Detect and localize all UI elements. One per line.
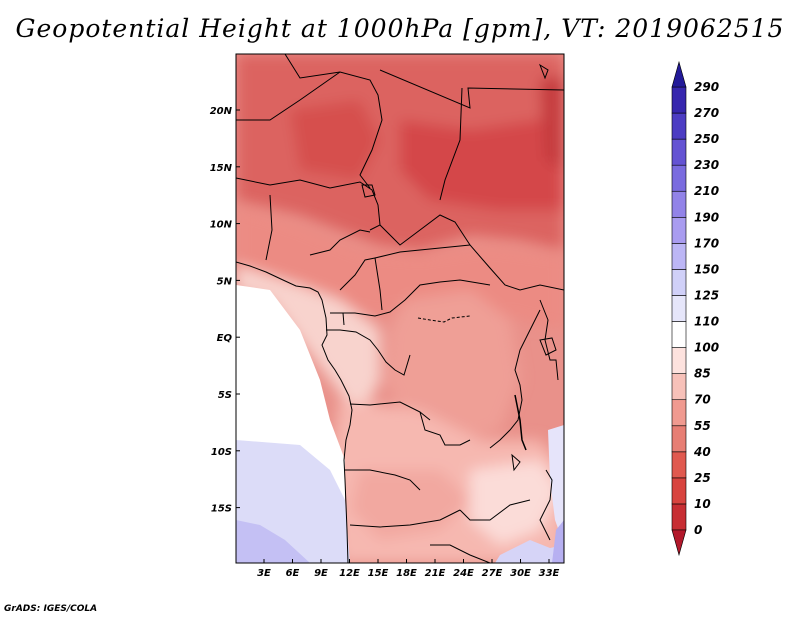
colorbar-band: [671, 295, 687, 322]
lat-tick-label: 5S: [218, 390, 232, 401]
colorbar-level-label: 85: [694, 367, 711, 381]
colorbar: 0 10 25 40 55 70 85 100 110 125 150 170 190 210 230 250…: [671, 60, 719, 557]
colorbar-level-label: 270: [694, 106, 719, 120]
colorbar-band: [671, 243, 687, 270]
colorbar-band: [671, 112, 687, 140]
geopotential-field: [236, 54, 564, 563]
lat-tick-label: 5N: [217, 276, 233, 287]
colorbar-level-label: 0: [694, 523, 702, 537]
lat-tick-label: 20N: [210, 106, 233, 117]
lon-tick-label: 12E: [339, 568, 360, 579]
colorbar-level-label: 250: [694, 132, 719, 146]
colorbar-level-label: 290: [694, 80, 719, 94]
colorbar-band: [671, 86, 687, 114]
colorbar-level-label: 70: [694, 393, 711, 407]
colorbar-band: [671, 321, 687, 348]
lon-tick-label: 30E: [510, 568, 531, 579]
colorbar-band: [671, 373, 687, 401]
map-frame: [235, 53, 565, 564]
colorbar-level-label: 25: [694, 471, 711, 485]
colorbar-band: [671, 164, 687, 192]
lon-tick-label: 6E: [286, 568, 300, 579]
credit-label: GrADS: IGES/COLA: [4, 604, 98, 614]
longitude-axis: 3E 6E 9E 12E 15E 18E 21E 24E 27E 30E 33E: [257, 559, 560, 579]
colorbar-band: [671, 347, 687, 374]
colorbar-level-label: 230: [694, 158, 719, 172]
lon-tick-label: 21E: [425, 568, 446, 579]
colorbar-level-label: 55: [694, 419, 711, 433]
colorbar-level-label: 100: [694, 341, 719, 355]
colorbar-band: [671, 451, 687, 479]
lon-tick-label: 9E: [314, 568, 328, 579]
colorbar-level-label: 210: [694, 184, 719, 198]
colorbar-band: [671, 190, 687, 218]
lat-tick-label: 10S: [211, 447, 232, 458]
colorbar-level-label: 125: [694, 288, 719, 302]
lon-tick-label: 27E: [482, 568, 503, 579]
lon-tick-label: 24E: [453, 568, 474, 579]
colorbar-min-arrow: [671, 529, 687, 557]
colorbar-band: [671, 425, 687, 453]
lat-tick-label: 15N: [210, 163, 233, 174]
colorbar-band: [671, 399, 687, 427]
lat-tick-label: 15S: [211, 504, 232, 515]
colorbar-level-label: 150: [694, 262, 719, 276]
lon-tick-label: 18E: [396, 568, 417, 579]
colorbar-band: [671, 269, 687, 296]
colorbar-band: [671, 503, 687, 531]
colorbar-max-arrow: [671, 60, 687, 88]
colorbar-level-label: 110: [694, 315, 719, 329]
lat-tick-label: EQ: [217, 333, 233, 344]
colorbar-level-label: 40: [693, 445, 711, 459]
lon-tick-label: 33E: [539, 568, 560, 579]
colorbar-band: [671, 138, 687, 166]
colorbar-level-label: 10: [694, 497, 711, 511]
lat-tick-label: 10N: [210, 220, 233, 231]
colorbar-level-label: 190: [694, 210, 719, 224]
colorbar-level-label: 170: [694, 236, 719, 250]
country-borders: [236, 54, 564, 563]
latitude-axis: 20N 15N 10N 5N EQ 5S 10S 15S: [210, 106, 240, 515]
colorbar-band: [671, 477, 687, 505]
colorbar-band: [671, 216, 687, 244]
lon-tick-label: 15E: [368, 568, 389, 579]
lon-tick-label: 3E: [257, 568, 271, 579]
chart-title: Geopotential Height at 1000hPa [gpm], VT…: [15, 14, 785, 43]
